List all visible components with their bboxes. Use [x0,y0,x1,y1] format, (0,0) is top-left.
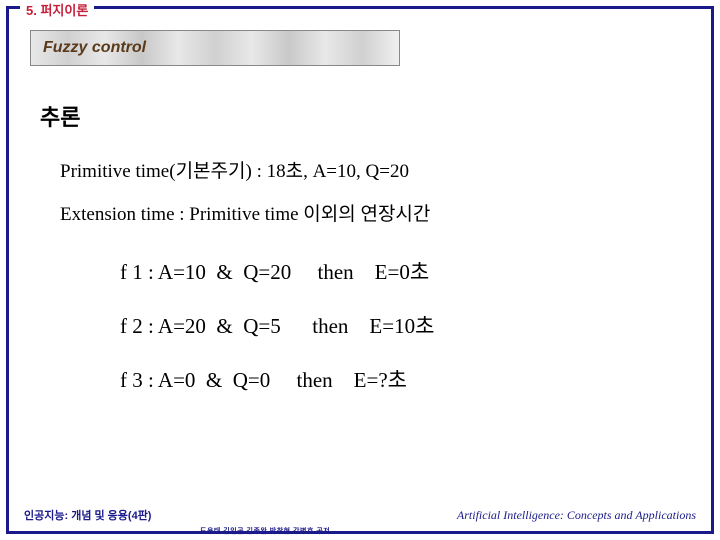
content-area: 추론 Primitive time(기본주기) : 18초, A=10, Q=2… [40,100,680,418]
extension-time-line: Extension time : Primitive time 이외의 연장시간 [60,199,680,226]
footer-right: Artificial Intelligence: Concepts and Ap… [451,506,702,524]
rule-3: f 3 : A=0 & Q=0 then E=?초 [120,364,680,394]
rule-1: f 1 : A=10 & Q=20 then E=0초 [120,256,680,286]
title-text: Fuzzy control [43,39,146,57]
title-bar: Fuzzy control [30,30,400,66]
rules-block: f 1 : A=10 & Q=20 then E=0초 f 2 : A=20 &… [120,256,680,394]
primitive-time-line: Primitive time(기본주기) : 18초, A=10, Q=20 [60,156,680,183]
footer-left-text: 인공지능: 개념 및 응용(4판) [24,510,151,522]
chapter-tab: 5. 퍼지이론 [20,0,94,20]
chapter-label: 5. 퍼지이론 [26,3,88,18]
footer-authors: 도용태 김일곤 김종완 박창현 강병호 공저 [200,526,330,536]
section-heading: 추론 [40,100,680,132]
footer-right-text: Artificial Intelligence: Concepts and Ap… [457,508,696,522]
rule-2: f 2 : A=20 & Q=5 then E=10초 [120,310,680,340]
footer-left: 인공지능: 개념 및 응용(4판) [18,506,157,524]
